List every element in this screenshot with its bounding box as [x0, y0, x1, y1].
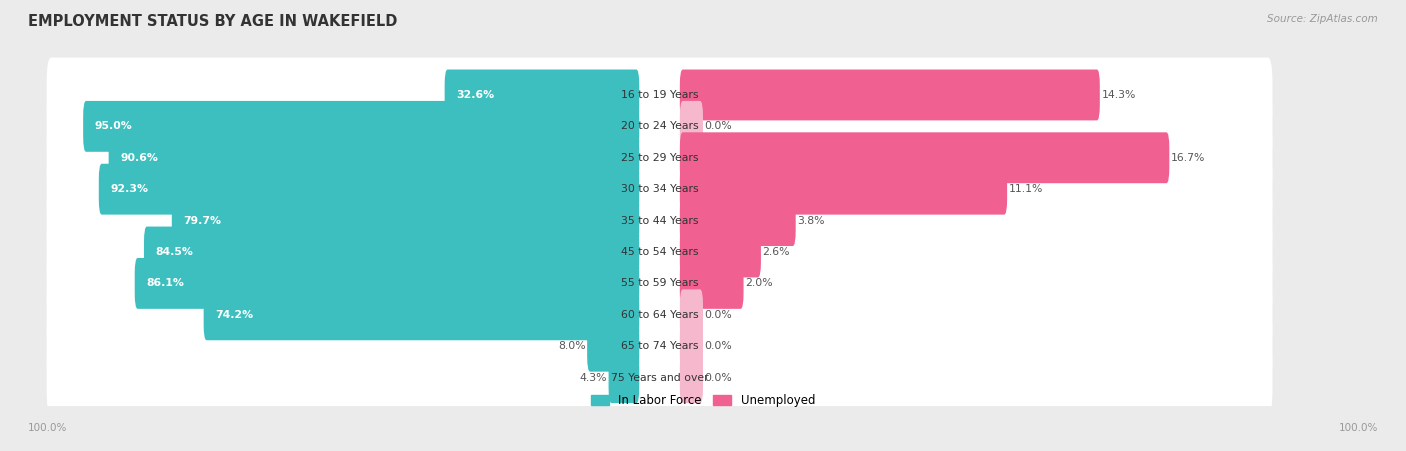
FancyBboxPatch shape — [46, 246, 1272, 321]
FancyBboxPatch shape — [681, 321, 703, 372]
Text: 95.0%: 95.0% — [94, 121, 132, 131]
FancyBboxPatch shape — [46, 215, 1272, 290]
Text: 60 to 64 Years: 60 to 64 Years — [620, 310, 699, 320]
FancyBboxPatch shape — [681, 69, 1099, 120]
Text: 90.6%: 90.6% — [121, 153, 157, 163]
FancyBboxPatch shape — [681, 164, 1007, 215]
Text: 11.1%: 11.1% — [1010, 184, 1043, 194]
Text: 55 to 59 Years: 55 to 59 Years — [621, 278, 699, 288]
Text: 32.6%: 32.6% — [456, 90, 495, 100]
FancyBboxPatch shape — [588, 321, 640, 372]
FancyBboxPatch shape — [46, 183, 1272, 258]
Text: Source: ZipAtlas.com: Source: ZipAtlas.com — [1267, 14, 1378, 23]
Text: 65 to 74 Years: 65 to 74 Years — [621, 341, 699, 351]
FancyBboxPatch shape — [46, 340, 1272, 415]
Text: 2.0%: 2.0% — [745, 278, 773, 288]
Text: 74.2%: 74.2% — [215, 310, 253, 320]
FancyBboxPatch shape — [681, 195, 796, 246]
Text: 0.0%: 0.0% — [704, 373, 733, 382]
Text: 3.8%: 3.8% — [797, 216, 825, 226]
FancyBboxPatch shape — [681, 101, 703, 152]
FancyBboxPatch shape — [681, 352, 703, 403]
Text: 84.5%: 84.5% — [156, 247, 194, 257]
FancyBboxPatch shape — [204, 290, 640, 340]
FancyBboxPatch shape — [46, 58, 1272, 132]
FancyBboxPatch shape — [108, 132, 640, 183]
FancyBboxPatch shape — [46, 152, 1272, 226]
Text: 16.7%: 16.7% — [1171, 153, 1205, 163]
Text: 14.3%: 14.3% — [1101, 90, 1136, 100]
Text: 100.0%: 100.0% — [1339, 423, 1378, 433]
Text: 86.1%: 86.1% — [146, 278, 184, 288]
Text: 0.0%: 0.0% — [704, 121, 733, 131]
FancyBboxPatch shape — [46, 89, 1272, 164]
Text: 79.7%: 79.7% — [183, 216, 221, 226]
Text: 16 to 19 Years: 16 to 19 Years — [621, 90, 699, 100]
FancyBboxPatch shape — [98, 164, 640, 215]
Text: 35 to 44 Years: 35 to 44 Years — [621, 216, 699, 226]
Text: 45 to 54 Years: 45 to 54 Years — [621, 247, 699, 257]
FancyBboxPatch shape — [46, 120, 1272, 195]
FancyBboxPatch shape — [143, 226, 640, 277]
FancyBboxPatch shape — [46, 309, 1272, 384]
Text: 8.0%: 8.0% — [558, 341, 585, 351]
FancyBboxPatch shape — [681, 258, 744, 309]
Text: 0.0%: 0.0% — [704, 310, 733, 320]
Text: 75 Years and over: 75 Years and over — [610, 373, 709, 382]
FancyBboxPatch shape — [609, 352, 640, 403]
Text: 0.0%: 0.0% — [704, 341, 733, 351]
Text: 20 to 24 Years: 20 to 24 Years — [620, 121, 699, 131]
FancyBboxPatch shape — [681, 226, 761, 277]
Text: 100.0%: 100.0% — [28, 423, 67, 433]
Text: 30 to 34 Years: 30 to 34 Years — [620, 184, 699, 194]
FancyBboxPatch shape — [46, 277, 1272, 352]
FancyBboxPatch shape — [172, 195, 640, 246]
FancyBboxPatch shape — [444, 69, 640, 120]
Text: 4.3%: 4.3% — [579, 373, 607, 382]
Text: 2.6%: 2.6% — [762, 247, 790, 257]
Legend: In Labor Force, Unemployed: In Labor Force, Unemployed — [591, 394, 815, 407]
Text: 92.3%: 92.3% — [111, 184, 149, 194]
FancyBboxPatch shape — [83, 101, 640, 152]
FancyBboxPatch shape — [681, 290, 703, 340]
Text: EMPLOYMENT STATUS BY AGE IN WAKEFIELD: EMPLOYMENT STATUS BY AGE IN WAKEFIELD — [28, 14, 398, 28]
Text: 25 to 29 Years: 25 to 29 Years — [621, 153, 699, 163]
FancyBboxPatch shape — [135, 258, 640, 309]
FancyBboxPatch shape — [681, 132, 1170, 183]
